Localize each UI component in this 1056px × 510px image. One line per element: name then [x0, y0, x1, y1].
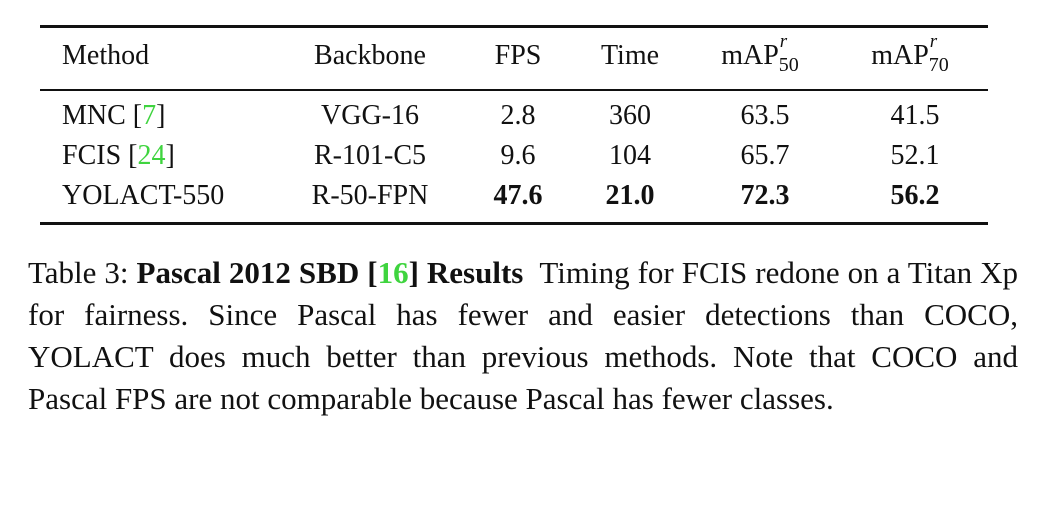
row-mnc-fps: 2.8 [500, 100, 536, 131]
header-map50: mAP r 50 [700, 32, 830, 77]
caption-title-end: ] Results [408, 255, 524, 290]
header-backbone: Backbone [314, 40, 426, 71]
caption-title: Pascal 2012 SBD [16] Results [137, 255, 524, 290]
table-bottom-rule [40, 222, 988, 225]
caption-label: Table 3: [28, 255, 129, 290]
row-yolact-map70: 56.2 [890, 180, 940, 211]
header-map70-sub: 70 [928, 54, 949, 76]
header-fps: FPS [494, 40, 542, 71]
header-map50-sub: 50 [778, 54, 799, 76]
method-name: FCIS [62, 140, 122, 171]
row-mnc-backbone: VGG-16 [321, 100, 419, 131]
row-yolact-map50: 72.3 [740, 180, 790, 211]
row-mnc-map50: 63.5 [740, 100, 790, 131]
cite-bracket-close: ] [165, 140, 175, 171]
row-fcis-fps: 9.6 [500, 140, 536, 171]
row-mnc-time: 360 [609, 100, 651, 131]
header-map70-base: mAP [871, 40, 929, 71]
row-yolact-fps: 47.6 [493, 180, 543, 211]
row-fcis-map70: 52.1 [890, 140, 940, 171]
header-time: Time [600, 40, 660, 71]
row-yolact-method: YOLACT-550 [62, 180, 225, 211]
table-top-rule [40, 25, 988, 28]
header-map50-base: mAP [721, 40, 779, 71]
method-name: MNC [62, 100, 126, 131]
header-map70: mAP r 70 [850, 32, 980, 77]
caption-body: Timing for FCIS redone on a Titan Xp for… [28, 255, 1019, 416]
row-yolact-backbone: R-50-FPN [311, 180, 429, 211]
table-header-rule [40, 89, 988, 91]
header-map70-sup: r [929, 31, 938, 52]
row-fcis-backbone: R-101-C5 [314, 140, 426, 171]
row-yolact-time: 21.0 [605, 180, 655, 211]
cite-bracket-open: [ [128, 140, 138, 171]
cite-bracket-close: ] [156, 100, 166, 131]
caption-title-text: Pascal 2012 SBD [ [136, 255, 378, 290]
row-fcis-time: 104 [609, 140, 651, 171]
citation-link[interactable]: 7 [142, 100, 157, 131]
row-fcis-map50: 65.7 [740, 140, 790, 171]
row-mnc-method: MNC [7] [62, 98, 165, 134]
row-mnc-map70: 41.5 [890, 100, 940, 131]
caption-citation-link[interactable]: 16 [377, 255, 409, 290]
cite-bracket-open: [ [132, 100, 143, 131]
header-method: Method [62, 40, 150, 71]
header-map50-sup: r [779, 31, 788, 52]
row-fcis-method: FCIS [24] [62, 138, 175, 174]
citation-link[interactable]: 24 [137, 140, 166, 171]
table-caption: Table 3: Pascal 2012 SBD [16] Results Ti… [28, 252, 1018, 420]
